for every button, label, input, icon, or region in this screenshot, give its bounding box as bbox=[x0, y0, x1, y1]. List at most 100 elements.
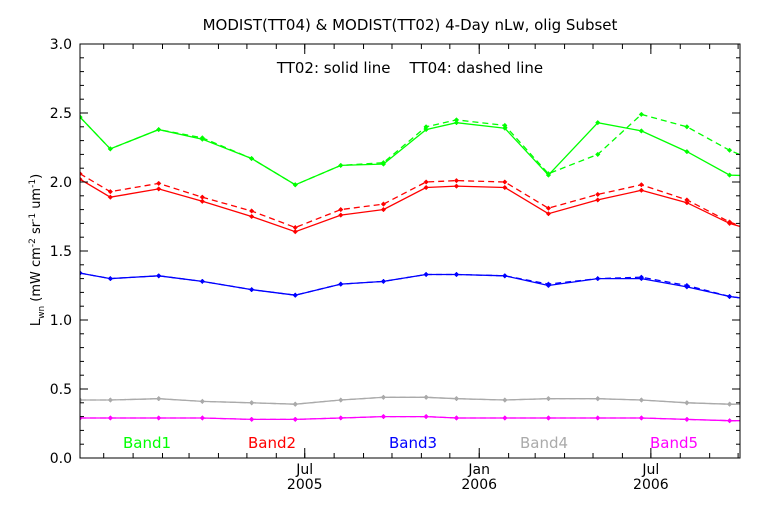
data-point bbox=[545, 281, 552, 287]
data-point bbox=[453, 177, 460, 184]
data-point bbox=[453, 183, 460, 189]
data-point bbox=[199, 415, 205, 421]
data-point bbox=[453, 271, 460, 278]
series-line bbox=[80, 178, 740, 233]
data-point bbox=[380, 413, 387, 420]
data-point bbox=[638, 397, 645, 403]
data-point bbox=[423, 271, 429, 278]
data-point bbox=[595, 151, 601, 158]
chart-annotation: TT02: solid line TT04: dashed line bbox=[276, 59, 543, 77]
data-point bbox=[80, 270, 83, 276]
y-tick-label: 0.0 bbox=[50, 451, 72, 467]
data-point bbox=[684, 282, 690, 289]
series-band3-tt02 bbox=[80, 270, 740, 300]
y-label-sup2: -1 bbox=[28, 213, 38, 222]
y-label-sup1: -2 bbox=[28, 238, 38, 247]
data-point bbox=[107, 146, 113, 152]
y-label-sup3: -1 bbox=[28, 179, 38, 188]
y-tick-label: 1.5 bbox=[50, 244, 72, 260]
data-point bbox=[338, 415, 344, 421]
series-line bbox=[80, 116, 740, 186]
data-point bbox=[502, 397, 508, 403]
series-layer bbox=[80, 111, 740, 424]
legend-band1: Band1 bbox=[123, 434, 171, 452]
data-point bbox=[292, 182, 298, 188]
y-tick-label: 1.0 bbox=[50, 313, 72, 329]
data-point bbox=[684, 416, 690, 423]
data-point bbox=[595, 120, 601, 126]
data-point bbox=[453, 396, 460, 402]
x-tick-year: 2006 bbox=[633, 477, 669, 493]
data-point bbox=[545, 205, 552, 211]
legend-band5: Band5 bbox=[650, 434, 698, 452]
data-point bbox=[423, 413, 429, 420]
data-point bbox=[638, 128, 645, 134]
y-label-main: L bbox=[29, 318, 44, 326]
y-label-close: ) bbox=[29, 174, 44, 179]
data-point bbox=[595, 275, 601, 282]
data-point bbox=[156, 273, 162, 279]
data-point bbox=[502, 184, 508, 191]
x-tick-year: 2005 bbox=[287, 477, 323, 493]
data-point bbox=[107, 275, 113, 282]
y-tick-label: 2.5 bbox=[50, 106, 72, 122]
data-point bbox=[638, 415, 645, 421]
data-point bbox=[423, 394, 429, 400]
y-tick-label: 3.0 bbox=[50, 37, 72, 53]
series-band5-tt04 bbox=[80, 413, 740, 424]
data-point bbox=[107, 415, 113, 421]
y-label-sub: wn bbox=[37, 306, 47, 319]
data-point bbox=[107, 194, 113, 200]
svg-text:Lwn (mW cm-2 sr-1 um-1): Lwn (mW cm-2 sr-1 um-1) bbox=[28, 174, 47, 326]
data-point bbox=[638, 187, 645, 193]
data-point bbox=[292, 229, 298, 235]
series-line bbox=[80, 272, 740, 299]
data-point bbox=[684, 124, 690, 130]
data-point bbox=[338, 281, 344, 287]
data-point bbox=[423, 179, 429, 185]
data-point bbox=[380, 201, 387, 207]
data-point bbox=[545, 415, 552, 421]
data-point bbox=[338, 397, 344, 403]
data-point bbox=[199, 398, 205, 405]
y-tick-label: 2.0 bbox=[50, 175, 72, 191]
plot-frame bbox=[79, 43, 741, 459]
data-point bbox=[638, 182, 645, 188]
data-point bbox=[726, 172, 733, 178]
series-line bbox=[80, 396, 740, 405]
legend-band2: Band2 bbox=[248, 434, 296, 452]
x-tick-month: Jan bbox=[467, 462, 490, 478]
data-point bbox=[248, 155, 255, 162]
series-band1-tt02 bbox=[80, 114, 740, 188]
data-point bbox=[107, 189, 113, 195]
data-point bbox=[107, 397, 113, 403]
data-point bbox=[502, 415, 508, 421]
data-point bbox=[423, 124, 429, 130]
chart-title: MODIST(TT04) & MODIST(TT02) 4-Day nLw, o… bbox=[203, 16, 618, 34]
data-point bbox=[684, 200, 690, 206]
series-band3-tt04 bbox=[80, 270, 740, 300]
legend-band4: Band4 bbox=[520, 434, 568, 452]
data-point bbox=[248, 208, 255, 214]
data-point bbox=[380, 394, 387, 400]
data-point bbox=[248, 213, 255, 220]
data-point bbox=[595, 191, 601, 198]
data-point bbox=[292, 416, 298, 423]
y-label-units-text: (mW cm bbox=[29, 247, 44, 302]
data-point bbox=[545, 211, 552, 217]
series-band2-tt02 bbox=[80, 176, 740, 235]
data-point bbox=[338, 206, 344, 213]
data-point bbox=[292, 292, 298, 298]
data-point bbox=[292, 401, 298, 407]
data-point bbox=[156, 415, 162, 421]
data-point bbox=[726, 418, 733, 424]
series-line bbox=[80, 415, 740, 422]
legend: Band1 Band2 Band3 Band4 Band5 bbox=[123, 434, 698, 452]
data-point bbox=[156, 396, 162, 402]
data-point bbox=[156, 186, 162, 192]
series-band4-tt04 bbox=[80, 394, 740, 407]
data-point bbox=[338, 162, 344, 169]
data-point bbox=[726, 293, 733, 300]
data-point bbox=[502, 179, 508, 185]
